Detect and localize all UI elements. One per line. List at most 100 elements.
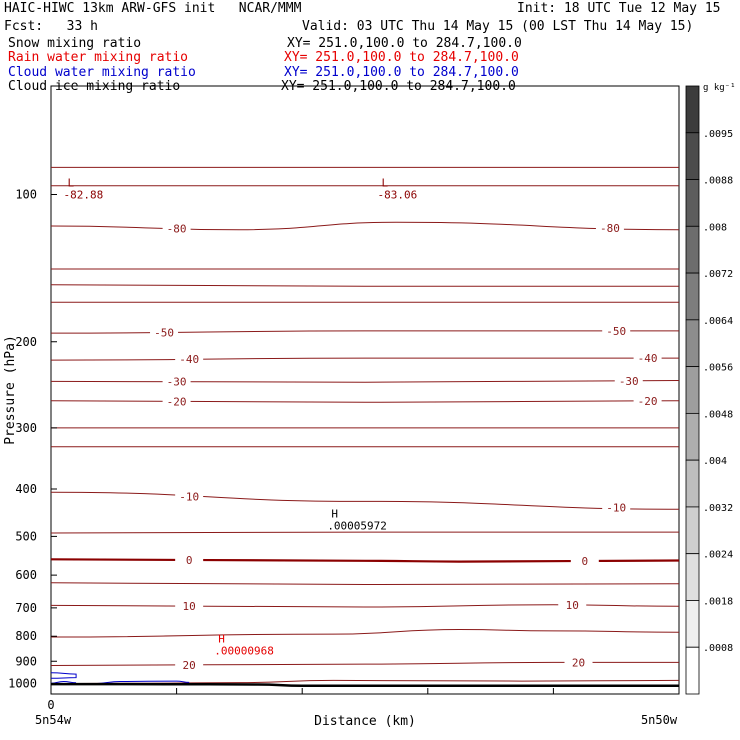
y-tick-label: 800: [15, 629, 37, 643]
contour-label-bg: [150, 326, 179, 339]
y-tick-label: 300: [15, 421, 37, 435]
colorbar-unit: g kg⁻¹: [703, 83, 736, 93]
forecast-hour: Fcst: 33 h: [4, 19, 98, 34]
terrain-line: [51, 682, 679, 687]
y-tick-label: 100: [15, 188, 37, 202]
colorbar-bin: [685, 179, 700, 227]
contour-label: -40: [638, 352, 658, 365]
contour-label: -50: [606, 325, 626, 338]
minmax-marker: L: [382, 177, 389, 190]
colorbar-label: .0024: [703, 550, 733, 561]
cloud-water-contour: [50, 672, 77, 679]
colorbar-label: .0056: [703, 363, 733, 374]
y-tick-label: 900: [15, 654, 37, 668]
contour-label-bg: [175, 553, 204, 566]
colorbar-label: .0032: [703, 503, 733, 514]
x-axis-title: Distance (km): [314, 714, 416, 729]
colorbar-label: .0064: [703, 316, 733, 327]
contour-label: 10: [566, 599, 579, 612]
colorbar-label: .004: [703, 456, 727, 467]
colorbar-bin: [685, 225, 700, 274]
y-tick-label: 500: [15, 529, 37, 543]
contour-label-bg: [564, 656, 593, 669]
temperature-contour: [50, 628, 680, 638]
x-end-label-left: 5n54w: [35, 713, 72, 727]
temperature-contour: [50, 491, 680, 510]
minmax-value: -82.88: [64, 189, 104, 202]
contour-label-bg: [614, 374, 643, 387]
temperature-contour: [50, 284, 680, 287]
field-xy-rain: XY= 251.0,100.0 to 284.7,100.0: [284, 50, 519, 65]
colorbar-bin: [685, 366, 700, 414]
temperature-contour: [50, 400, 680, 403]
field-label-snow: Snow mixing ratio: [8, 36, 142, 51]
temperature-contour: [50, 221, 680, 231]
colorbar-label: .0072: [703, 269, 733, 280]
contour-label-bg: [175, 658, 204, 671]
minmax-value: .00005972: [327, 519, 387, 532]
minmax-marker: H: [331, 507, 338, 520]
contour-label-bg: [175, 353, 204, 366]
contour-label: -30: [619, 375, 639, 388]
colorbar-label: .008: [703, 222, 727, 233]
contour-label: -10: [606, 502, 626, 515]
temperature-contour: [50, 380, 680, 383]
contour-label-bg: [602, 324, 631, 337]
colorbar-bin: [685, 132, 700, 180]
contour-label: 0: [581, 555, 588, 568]
cloud-water-contour: [94, 680, 190, 685]
y-tick-label: 400: [15, 482, 37, 496]
temperature-contour: [50, 330, 679, 334]
field-label-rain: Rain water mixing ratio: [8, 50, 189, 65]
x-end-label-right: 5n50w: [641, 713, 678, 727]
cloud-water-contour: [50, 680, 77, 684]
valid-time: Valid: 03 UTC Thu 14 May 15 (00 LST Thu …: [302, 19, 694, 34]
contour-label-bg: [162, 395, 191, 408]
x-tick-label: 0: [47, 698, 54, 712]
contour-label-bg: [162, 375, 191, 388]
colorbar-bin: [685, 600, 700, 648]
contour-label: 10: [183, 600, 196, 613]
colorbar-bin: [685, 459, 700, 508]
contour-label: -20: [638, 395, 658, 408]
colorbar-label: .0088: [703, 176, 733, 187]
plot-frame: [50, 85, 680, 695]
contour-label-bg: [633, 394, 662, 407]
field-label-cloud-water: Cloud water mixing ratio: [8, 65, 196, 80]
contour-label: -50: [154, 326, 174, 339]
contour-label-bg: [602, 501, 631, 514]
colorbar-bin: [685, 412, 700, 461]
colorbar-label: .0008: [703, 643, 733, 654]
colorbar-bin: [685, 272, 700, 321]
contour-label: -10: [179, 490, 199, 503]
contour-label: 20: [572, 656, 585, 669]
contour-label: -30: [167, 376, 187, 389]
colorbar-bin: [685, 646, 700, 695]
contour-label-bg: [175, 600, 204, 613]
colorbar-bin: [685, 85, 700, 134]
contour-label-bg: [595, 221, 624, 234]
field-xy-cloud-water: XY= 251.0,100.0 to 284.7,100.0: [284, 65, 519, 80]
minmax-value: .00000968: [214, 644, 274, 657]
y-axis-title: Pressure (hPa): [3, 335, 18, 445]
contour-label-bg: [570, 554, 599, 567]
contour-label: -80: [167, 222, 187, 235]
contour-label: 0: [186, 554, 193, 567]
init-time: Init: 18 UTC Tue 12 May 15: [517, 1, 721, 16]
colorbar-bin: [685, 506, 700, 555]
y-tick-label: 200: [15, 335, 37, 349]
colorbar-bin: [685, 553, 700, 601]
minmax-marker: H: [218, 632, 225, 645]
colorbar-label: .0095: [703, 129, 733, 140]
contour-label: -20: [167, 395, 187, 408]
contour-label-bg: [175, 490, 204, 503]
temperature-contour: [50, 531, 679, 534]
contour-label-bg: [558, 599, 587, 612]
contour-label-bg: [633, 352, 662, 365]
contour-label: 20: [183, 659, 196, 672]
minmax-value: -83.06: [378, 189, 418, 202]
minmax-marker: L: [68, 177, 75, 190]
colorbar-label: .0018: [703, 596, 733, 607]
model-title: HAIC-HIWC 13km ARW-GFS init NCAR/MMM: [4, 1, 302, 16]
